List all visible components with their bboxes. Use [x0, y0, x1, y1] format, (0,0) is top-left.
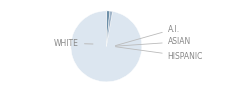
Wedge shape — [106, 11, 113, 46]
Wedge shape — [106, 11, 110, 46]
Text: HISPANIC: HISPANIC — [115, 47, 203, 61]
Wedge shape — [71, 11, 142, 82]
Text: ASIAN: ASIAN — [115, 37, 191, 46]
Text: WHITE: WHITE — [54, 39, 93, 48]
Wedge shape — [106, 11, 107, 46]
Text: A.I.: A.I. — [115, 25, 180, 46]
